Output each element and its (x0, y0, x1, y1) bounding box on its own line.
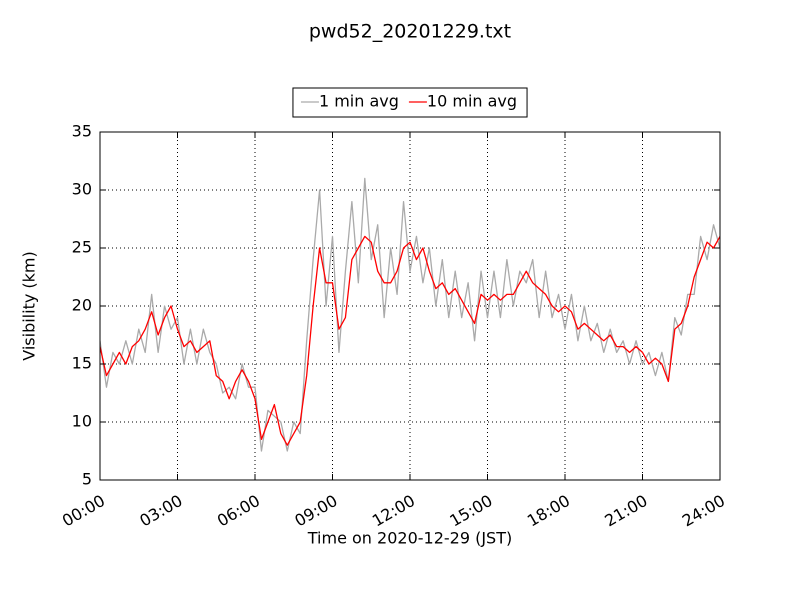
y-tick-label: 20 (72, 296, 92, 315)
y-tick-label: 25 (72, 238, 92, 257)
x-axis-label: Time on 2020-12-29 (JST) (307, 529, 512, 548)
y-tick-label: 35 (72, 122, 92, 141)
y-tick-label: 30 (72, 180, 92, 199)
series-line (100, 235, 720, 446)
chart-title: pwd52_20201229.txt (309, 21, 511, 43)
y-tick-label: 5 (82, 470, 92, 489)
plot-lines (100, 177, 720, 452)
y-axis-label: Visibility (km) (20, 251, 39, 360)
series-line (100, 177, 720, 452)
y-tick-label: 15 (72, 354, 92, 373)
y-tick-label: 10 (72, 412, 92, 431)
legend-label: 1 min avg (319, 92, 399, 111)
legend: 1 min avg 10 min avg (292, 87, 528, 118)
legend-label: 10 min avg (427, 92, 517, 111)
